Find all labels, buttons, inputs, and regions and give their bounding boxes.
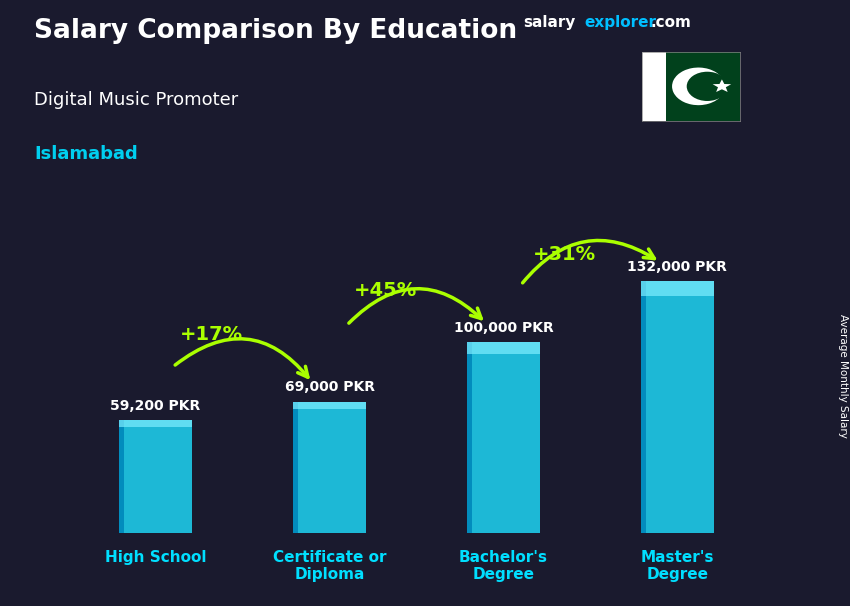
Bar <box>293 402 298 533</box>
FancyBboxPatch shape <box>641 281 714 533</box>
Text: .com: .com <box>650 15 691 30</box>
Text: Islamabad: Islamabad <box>34 145 138 164</box>
Text: Salary Comparison By Education: Salary Comparison By Education <box>34 18 517 44</box>
Text: 100,000 PKR: 100,000 PKR <box>454 321 553 335</box>
Bar <box>467 342 540 354</box>
Text: 59,200 PKR: 59,200 PKR <box>110 399 201 413</box>
FancyBboxPatch shape <box>119 420 192 533</box>
Text: Digital Music Promoter: Digital Music Promoter <box>34 91 238 109</box>
Bar <box>641 281 646 533</box>
Text: explorer: explorer <box>584 15 656 30</box>
Text: 132,000 PKR: 132,000 PKR <box>627 259 728 273</box>
Bar <box>119 420 124 533</box>
Bar <box>642 52 666 121</box>
FancyBboxPatch shape <box>467 342 540 533</box>
Text: salary: salary <box>523 15 575 30</box>
Bar <box>641 281 714 296</box>
Text: +17%: +17% <box>179 325 243 344</box>
Bar <box>467 342 472 533</box>
Polygon shape <box>712 79 731 92</box>
Text: +45%: +45% <box>354 281 416 301</box>
Circle shape <box>687 72 728 101</box>
Bar <box>293 402 366 410</box>
Text: 69,000 PKR: 69,000 PKR <box>285 380 375 394</box>
Wedge shape <box>672 67 722 105</box>
Bar <box>666 52 740 121</box>
Text: +31%: +31% <box>533 245 596 264</box>
Text: Average Monthly Salary: Average Monthly Salary <box>838 314 848 438</box>
FancyBboxPatch shape <box>293 402 366 533</box>
Bar <box>119 420 192 427</box>
